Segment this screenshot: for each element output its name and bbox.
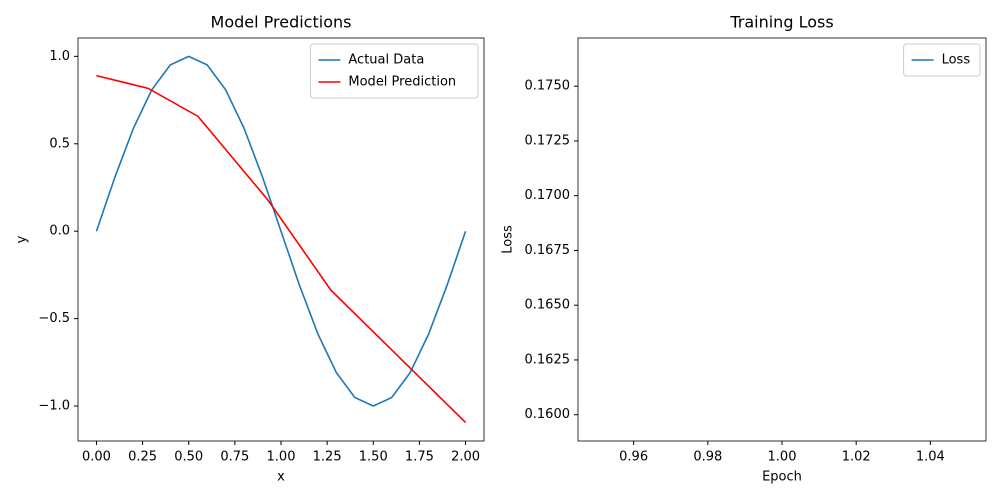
y-tick-label: 0.5 (49, 136, 70, 151)
legend-box (309, 43, 479, 99)
x-tick-label: 1.02 (842, 450, 871, 465)
x-tick-label: 0.00 (82, 450, 111, 465)
x-tick-label: 0.75 (220, 450, 249, 465)
legend-box (903, 43, 981, 77)
x-tick-label: 1.25 (313, 450, 342, 465)
data-line (96, 74, 467, 424)
x-tick-label: 0.98 (693, 450, 722, 465)
x-tick-label: 0.50 (174, 450, 203, 465)
y-tick-label: 0.1725 (525, 133, 571, 148)
x-tick-label: 1.75 (405, 450, 434, 465)
y-tick-label: 0.1675 (525, 243, 571, 258)
x-tick-label: 1.04 (916, 450, 945, 465)
legend-label: Model Prediction (348, 75, 456, 90)
x-tick-label: 2.00 (451, 450, 480, 465)
y-tick-label: 0.1700 (525, 188, 571, 203)
x-tick-label: 1.00 (267, 450, 296, 465)
x-tick-label: 0.96 (619, 450, 648, 465)
y-tick-label: −1.0 (38, 399, 70, 414)
plot-frame (77, 37, 485, 442)
chart-title: Training Loss (729, 13, 833, 32)
legend-label: Loss (942, 53, 971, 68)
chart-title: Model Predictions (211, 13, 352, 32)
y-axis-label: y (15, 235, 30, 243)
y-tick-label: 0.1625 (525, 352, 571, 367)
plot-frame (577, 37, 987, 442)
y-axis-label: Loss (501, 225, 516, 254)
x-tick-label: 0.25 (128, 450, 157, 465)
x-axis-label: Epoch (762, 470, 802, 485)
y-tick-label: 1.0 (49, 49, 70, 64)
legend-label: Actual Data (348, 53, 424, 68)
y-tick-label: 0.1750 (525, 79, 571, 94)
x-axis-label: x (277, 470, 285, 485)
data-line (95, 55, 467, 407)
y-tick-label: 0.0 (49, 224, 70, 239)
x-tick-label: 1.00 (768, 450, 797, 465)
y-tick-label: −0.5 (38, 311, 70, 326)
y-tick-label: 0.1650 (525, 298, 571, 313)
y-tick-label: 0.1600 (525, 407, 571, 422)
x-tick-label: 1.50 (359, 450, 388, 465)
